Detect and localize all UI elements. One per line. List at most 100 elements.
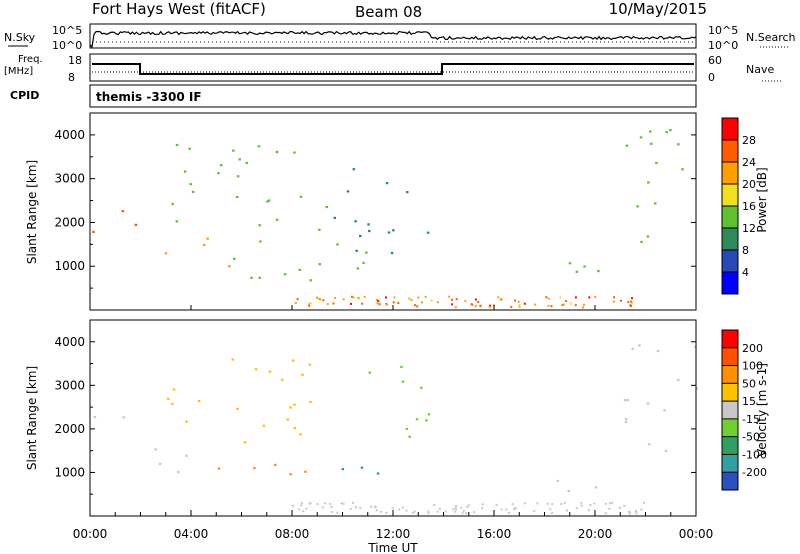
power-panel-frame xyxy=(89,112,697,311)
data-cell xyxy=(611,501,614,504)
data-cell xyxy=(474,305,477,307)
data-cell xyxy=(274,463,277,466)
data-cell xyxy=(299,433,302,436)
data-cell xyxy=(427,510,430,513)
data-cell xyxy=(385,302,388,305)
data-cell xyxy=(426,231,430,234)
colorbar-tick-label: -15 xyxy=(742,413,760,426)
data-cell xyxy=(401,506,404,509)
data-cell xyxy=(630,305,632,307)
data-cell xyxy=(605,512,608,515)
data-cell xyxy=(488,306,491,309)
data-cell xyxy=(562,303,565,306)
data-cell xyxy=(373,505,376,508)
data-cell xyxy=(462,509,465,512)
data-cell xyxy=(593,502,595,505)
x-tick-label: 00:00 xyxy=(73,527,108,541)
colorbar-swatch xyxy=(722,184,738,206)
data-cell xyxy=(594,486,598,489)
colorbar-tick-label: 4 xyxy=(742,266,749,279)
data-cell xyxy=(655,161,658,164)
data-cell xyxy=(427,512,430,515)
data-cell xyxy=(275,218,279,221)
y-tick-label: 3000 xyxy=(54,172,85,186)
data-cell xyxy=(517,300,520,303)
data-cell xyxy=(391,507,394,510)
data-cell xyxy=(588,296,591,299)
data-cell xyxy=(361,302,364,305)
data-cell xyxy=(154,448,157,451)
cpid-strip-frame xyxy=(89,84,697,108)
data-cell xyxy=(385,296,387,299)
freq-label: Freq. xyxy=(18,54,43,65)
data-cell xyxy=(325,205,328,209)
y-tick-label: 4000 xyxy=(54,128,85,142)
data-cell xyxy=(695,387,699,390)
data-cell xyxy=(513,508,516,510)
data-cell xyxy=(461,512,464,515)
data-cell xyxy=(177,471,180,474)
data-cell xyxy=(618,506,621,509)
colorbar-tick-label: -200 xyxy=(742,466,767,479)
colorbar-tick-label: 8 xyxy=(742,244,749,257)
colorbar-tick-label: 28 xyxy=(742,134,756,147)
data-cell xyxy=(283,273,287,276)
data-cell xyxy=(175,220,179,223)
colorbar-frame xyxy=(721,329,739,491)
data-cell xyxy=(217,467,221,470)
data-cell xyxy=(390,251,394,255)
y-tick-label: 2000 xyxy=(54,422,85,436)
data-cell xyxy=(336,511,339,514)
data-cell xyxy=(188,147,191,150)
colorbar-tick-label: 24 xyxy=(742,156,756,169)
data-cell xyxy=(292,504,294,507)
data-cell xyxy=(358,297,361,300)
nsearch-label: N.Search xyxy=(746,31,796,44)
x-tick-label: 12:00 xyxy=(376,527,411,541)
nsky-line xyxy=(89,30,697,49)
nsky-trace xyxy=(89,30,697,49)
data-cell xyxy=(454,306,457,309)
data-cell xyxy=(561,304,563,307)
data-cell xyxy=(318,297,321,300)
data-cell xyxy=(580,504,583,507)
colorbar-swatch xyxy=(722,140,738,162)
data-cell xyxy=(566,509,569,512)
data-cell xyxy=(220,164,223,167)
data-cell xyxy=(549,508,552,511)
data-cell xyxy=(628,510,630,513)
data-cell xyxy=(500,299,503,302)
colorbar-swatch xyxy=(722,162,738,184)
colorbar-tick-label: 15 xyxy=(742,395,756,408)
nsearch-exp-top: 10^5 xyxy=(708,24,738,37)
data-cell xyxy=(330,505,333,508)
data-cell xyxy=(624,420,628,424)
power-colorbar-title: Power [dB] xyxy=(755,167,769,232)
data-cell xyxy=(203,243,206,246)
data-cell xyxy=(563,501,566,504)
data-cell xyxy=(523,302,526,305)
data-cell xyxy=(551,512,554,514)
data-cell xyxy=(352,501,355,504)
data-cell xyxy=(365,251,368,254)
nave-label: Nave xyxy=(746,63,774,76)
colorbar-tick-label: 20 xyxy=(742,178,756,191)
data-cell xyxy=(275,150,279,154)
data-cell xyxy=(330,510,333,513)
data-cell xyxy=(436,301,439,304)
data-cell xyxy=(612,300,615,303)
data-cell xyxy=(289,406,292,409)
data-cell xyxy=(497,296,500,299)
data-cell xyxy=(351,295,353,298)
data-cell xyxy=(583,303,585,306)
data-cell xyxy=(536,502,539,505)
colorbar-swatch xyxy=(722,206,738,228)
data-cell xyxy=(436,510,439,513)
data-cell xyxy=(308,302,311,305)
data-cell xyxy=(385,182,389,185)
data-cell xyxy=(329,503,332,505)
data-cell xyxy=(318,263,321,266)
power-heatmap xyxy=(92,129,684,309)
data-cell xyxy=(677,143,680,146)
y-tick-label: 1000 xyxy=(54,259,85,273)
